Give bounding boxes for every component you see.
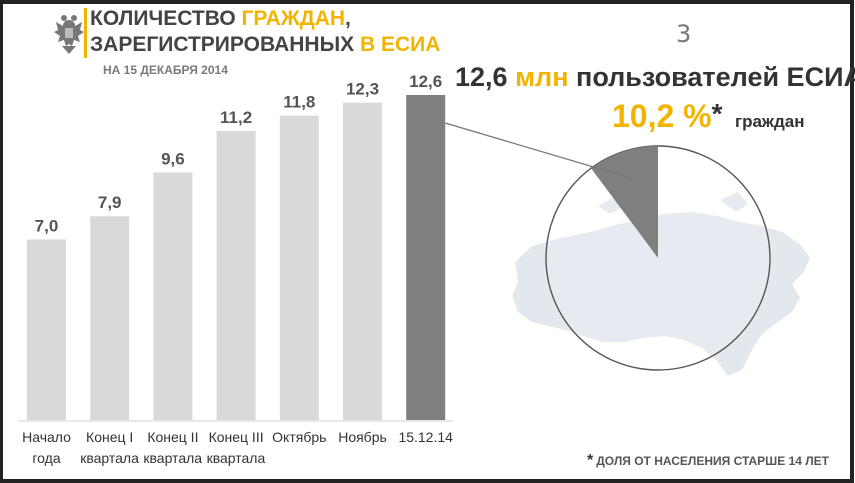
- category-label-5-0: Ноябрь: [338, 429, 387, 445]
- category-label-1-1: квартала: [80, 450, 139, 466]
- page-title: КОЛИЧЕСТВО ГРАЖДАН, ЗАРЕГИСТРИРОВАННЫХ В…: [84, 6, 441, 58]
- footnote-text: ДОЛЯ ОТ НАСЕЛЕНИЯ СТАРШЕ 14 ЛЕТ: [596, 454, 830, 468]
- bar-5: [343, 102, 382, 420]
- bar-value-label-3: 11,2: [220, 108, 252, 127]
- bar-value-label-5: 12,3: [346, 80, 379, 99]
- share-label: граждан: [734, 112, 805, 131]
- bar-value-label-4: 11,8: [283, 93, 315, 112]
- share-star: *: [711, 98, 723, 129]
- footnote: * ДОЛЯ ОТ НАСЕЛЕНИЯ СТАРШЕ 14 ЛЕТ: [587, 452, 829, 470]
- share-headline: 10,2 %* граждан: [612, 98, 804, 135]
- category-label-2-1: квартала: [143, 450, 203, 466]
- date-subtitle: НА 15 ДЕКАБРЯ 2014: [103, 63, 228, 77]
- category-label-2-0: Конец II: [147, 429, 199, 445]
- slide-number: 3: [676, 20, 692, 48]
- bar-value-label-6: 12,6: [409, 72, 442, 91]
- category-label-6-0: 15.12.14: [398, 429, 453, 445]
- bar-value-label-2: 9,6: [161, 149, 185, 168]
- users-value: 12,6: [455, 62, 508, 92]
- title-line1: КОЛИЧЕСТВО ГРАЖДАН,: [90, 7, 351, 30]
- category-label-1-0: Конец I: [86, 429, 134, 445]
- bar-value-label-0: 7,0: [35, 216, 59, 235]
- pie-slice-share: [591, 146, 658, 258]
- users-unit: млн: [515, 62, 569, 92]
- bar-2: [153, 172, 193, 420]
- category-label-4-0: Октябрь: [272, 429, 327, 445]
- category-label-0-1: года: [32, 450, 61, 466]
- connector-line: [445, 122, 632, 179]
- title-accent-bar: [84, 8, 87, 58]
- bar-6: [406, 95, 446, 420]
- users-headline: 12,6 млн пользователей ЕСИА: [455, 62, 855, 93]
- bar-1: [90, 216, 130, 420]
- bar-value-label-1: 7,9: [98, 193, 122, 212]
- category-label-3-1: квартала: [206, 450, 266, 466]
- bar-0: [27, 239, 66, 420]
- bars-group: 7,0 7,9 9,6 11,2 11,8 12,3 12,6: [27, 72, 446, 420]
- bar-4: [279, 115, 319, 420]
- bar-3: [216, 131, 256, 420]
- share-percent: 10,2 %: [612, 98, 712, 134]
- share-pie: [545, 145, 771, 371]
- category-label-3-0: Конец III: [208, 429, 264, 445]
- category-label-0-0: Начало: [22, 429, 71, 445]
- russian-coat-of-arms-icon: [54, 15, 84, 54]
- title-line2: ЗАРЕГИСТРИРОВАННЫХ В ЕСИА: [90, 33, 441, 56]
- users-text: пользователей ЕСИА: [576, 62, 855, 92]
- footnote-star: *: [587, 452, 594, 469]
